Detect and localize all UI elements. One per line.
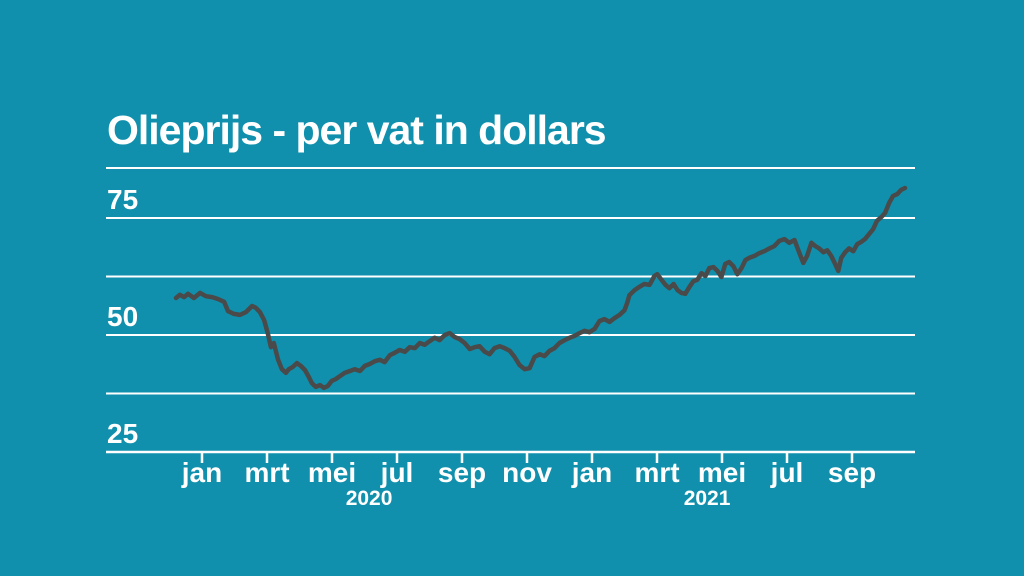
x-axis-month-label-3: jul	[380, 457, 414, 488]
x-axis-year-label-2021: 2021	[683, 487, 731, 510]
x-axis-month-label-8: mei	[697, 457, 747, 488]
y-axis-label-75: 75	[107, 184, 139, 215]
price-line-series	[173, 185, 908, 391]
x-axis-month-label-5: nov	[502, 457, 552, 488]
x-axis-year-label-2020: 2020	[345, 487, 393, 510]
x-axis-month-label-0: jan	[181, 457, 223, 488]
x-axis-month-label-2: mei	[307, 457, 357, 488]
chart-title: Olieprijs - per vat in dollars	[107, 107, 607, 153]
x-axis-month-label-9: jul	[770, 457, 804, 488]
y-axis-label-50: 50	[107, 301, 139, 332]
y-axis-label-25: 25	[107, 418, 139, 449]
x-axis-month-label-10: sep	[827, 457, 877, 488]
x-axis-month-label-1: mrt	[244, 457, 290, 488]
x-axis-month-label-4: sep	[437, 457, 487, 488]
x-axis-month-label-7: mrt	[634, 457, 680, 488]
x-axis-month-label-6: jan	[571, 457, 613, 488]
